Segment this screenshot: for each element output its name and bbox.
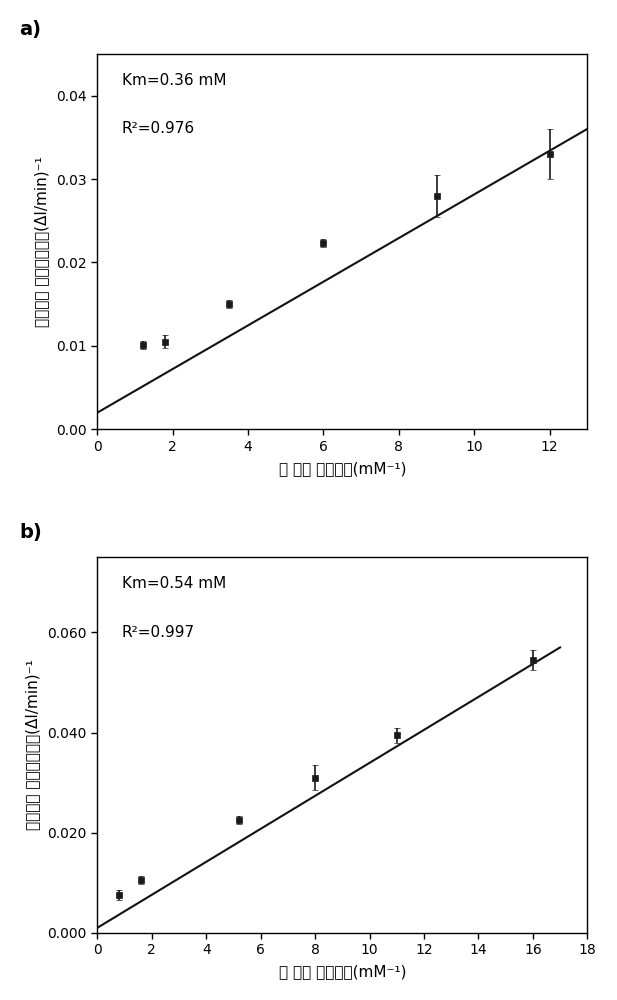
Text: Km=0.54 mM: Km=0.54 mM — [122, 576, 226, 591]
Y-axis label: 酶催化反 应速度的倒数(ΔI/min)⁻¹: 酶催化反 应速度的倒数(ΔI/min)⁻¹ — [25, 660, 41, 830]
Text: R²=0.997: R²=0.997 — [122, 625, 195, 640]
X-axis label: 底 物浓 度的倒数(mM⁻¹): 底 物浓 度的倒数(mM⁻¹) — [278, 964, 406, 979]
Text: Km=0.36 mM: Km=0.36 mM — [122, 73, 226, 88]
Text: a): a) — [19, 20, 41, 39]
X-axis label: 底 物浓 度的倒数(mM⁻¹): 底 物浓 度的倒数(mM⁻¹) — [278, 461, 406, 476]
Y-axis label: 酶催化反 应速度的倒数(ΔI/min)⁻¹: 酶催化反 应速度的倒数(ΔI/min)⁻¹ — [34, 156, 49, 327]
Text: b): b) — [19, 523, 42, 542]
Text: R²=0.976: R²=0.976 — [122, 121, 195, 136]
